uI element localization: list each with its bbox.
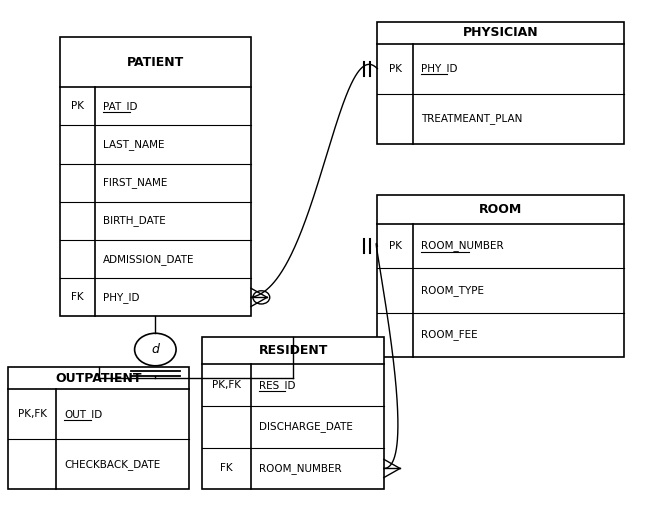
- Text: PK: PK: [389, 241, 402, 251]
- Text: FIRST_NAME: FIRST_NAME: [103, 177, 167, 188]
- Text: PHY_ID: PHY_ID: [421, 63, 457, 74]
- Text: BIRTH_DATE: BIRTH_DATE: [103, 216, 166, 226]
- Text: PHY_ID: PHY_ID: [103, 292, 140, 303]
- Text: TREATMEANT_PLAN: TREATMEANT_PLAN: [421, 113, 522, 124]
- Text: ROOM_NUMBER: ROOM_NUMBER: [258, 463, 341, 474]
- Bar: [378, 22, 624, 144]
- Text: d: d: [152, 343, 159, 356]
- Text: FK: FK: [220, 463, 233, 474]
- Text: PK: PK: [71, 101, 84, 111]
- Text: FK: FK: [71, 292, 84, 303]
- Text: ROOM_NUMBER: ROOM_NUMBER: [421, 241, 503, 251]
- Text: PK: PK: [389, 64, 402, 74]
- Text: OUTPATIENT: OUTPATIENT: [55, 372, 142, 385]
- Bar: [202, 337, 384, 489]
- Text: OUT_ID: OUT_ID: [64, 409, 102, 420]
- Text: ROOM_FEE: ROOM_FEE: [421, 330, 477, 340]
- Text: PK,FK: PK,FK: [18, 409, 47, 419]
- Text: CHECKBACK_DATE: CHECKBACK_DATE: [64, 459, 161, 470]
- Text: ROOM: ROOM: [479, 203, 522, 216]
- Bar: [8, 367, 189, 489]
- Bar: [378, 195, 624, 357]
- Text: RES_ID: RES_ID: [258, 380, 296, 390]
- Text: PHYSICIAN: PHYSICIAN: [463, 26, 538, 39]
- Text: PATIENT: PATIENT: [127, 56, 184, 68]
- Text: ADMISSION_DATE: ADMISSION_DATE: [103, 254, 195, 265]
- Text: RESIDENT: RESIDENT: [258, 344, 327, 357]
- Text: PK,FK: PK,FK: [212, 380, 241, 390]
- Bar: [60, 37, 251, 316]
- Text: PAT_ID: PAT_ID: [103, 101, 137, 112]
- Text: ROOM_TYPE: ROOM_TYPE: [421, 285, 484, 296]
- Text: LAST_NAME: LAST_NAME: [103, 139, 165, 150]
- Text: DISCHARGE_DATE: DISCHARGE_DATE: [258, 421, 353, 432]
